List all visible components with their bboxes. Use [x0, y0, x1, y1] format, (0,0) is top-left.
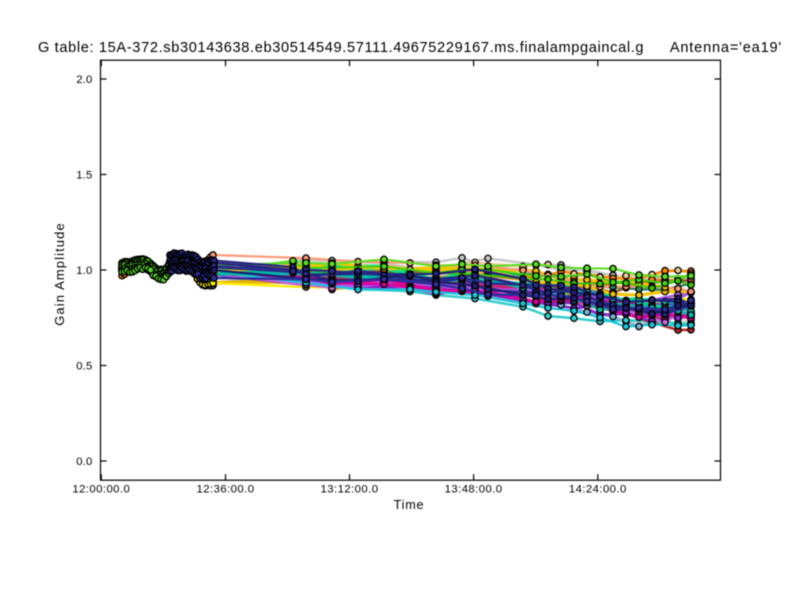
svg-text:G table: 15A-372.sb30143638.eb: G table: 15A-372.sb30143638.eb30514549.5…: [38, 40, 644, 56]
svg-text:Antenna='ea19': Antenna='ea19': [670, 40, 782, 56]
svg-text:13:12:00.0: 13:12:00.0: [321, 484, 379, 496]
svg-text:14:24:00.0: 14:24:00.0: [569, 484, 627, 496]
svg-text:12:00:00.0: 12:00:00.0: [72, 484, 130, 496]
svg-text:0.5: 0.5: [76, 360, 92, 372]
svg-text:13:48:00.0: 13:48:00.0: [445, 484, 503, 496]
svg-text:1.0: 1.0: [76, 265, 92, 277]
svg-text:Gain Amplitude: Gain Amplitude: [52, 222, 67, 326]
svg-text:2.0: 2.0: [76, 74, 92, 86]
svg-text:1.5: 1.5: [76, 169, 92, 181]
svg-text:0.0: 0.0: [76, 456, 92, 468]
svg-text:12:36:00.0: 12:36:00.0: [197, 484, 255, 496]
svg-text:Time: Time: [394, 498, 425, 512]
